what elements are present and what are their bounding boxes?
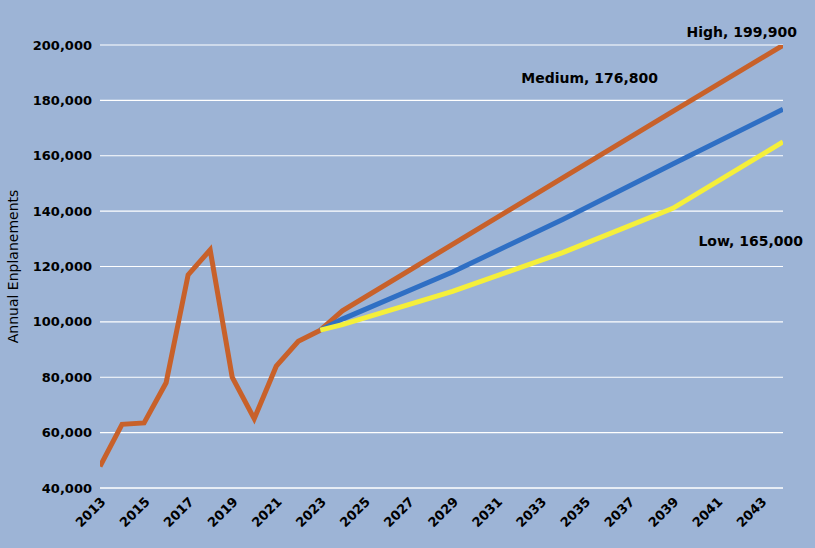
svg-text:140,000: 140,000 bbox=[33, 204, 92, 219]
svg-text:100,000: 100,000 bbox=[33, 314, 92, 329]
svg-text:Low, 165,000: Low, 165,000 bbox=[698, 233, 803, 249]
svg-text:2035: 2035 bbox=[557, 494, 593, 530]
svg-text:2029: 2029 bbox=[425, 494, 461, 530]
svg-text:60,000: 60,000 bbox=[42, 425, 92, 440]
svg-text:2039: 2039 bbox=[645, 494, 681, 530]
svg-text:2043: 2043 bbox=[733, 494, 769, 530]
svg-text:2027: 2027 bbox=[381, 494, 417, 530]
svg-text:120,000: 120,000 bbox=[33, 259, 92, 274]
svg-text:2041: 2041 bbox=[689, 494, 725, 530]
svg-text:Annual Enplanements: Annual Enplanements bbox=[5, 190, 21, 344]
svg-text:2033: 2033 bbox=[513, 494, 549, 530]
svg-text:2013: 2013 bbox=[72, 494, 108, 530]
svg-text:2025: 2025 bbox=[337, 494, 373, 530]
svg-text:High, 199,900: High, 199,900 bbox=[687, 24, 798, 40]
svg-text:40,000: 40,000 bbox=[42, 481, 92, 496]
svg-text:2015: 2015 bbox=[117, 494, 153, 530]
svg-text:180,000: 180,000 bbox=[33, 93, 92, 108]
svg-text:2023: 2023 bbox=[293, 494, 329, 530]
svg-text:160,000: 160,000 bbox=[33, 148, 92, 163]
svg-text:2031: 2031 bbox=[469, 494, 505, 530]
svg-text:2017: 2017 bbox=[161, 494, 197, 530]
svg-text:2037: 2037 bbox=[601, 494, 637, 530]
svg-text:2019: 2019 bbox=[205, 494, 241, 530]
svg-text:80,000: 80,000 bbox=[42, 370, 92, 385]
svg-text:Medium, 176,800: Medium, 176,800 bbox=[521, 70, 658, 86]
svg-text:2021: 2021 bbox=[249, 494, 285, 530]
svg-text:200,000: 200,000 bbox=[33, 38, 92, 53]
